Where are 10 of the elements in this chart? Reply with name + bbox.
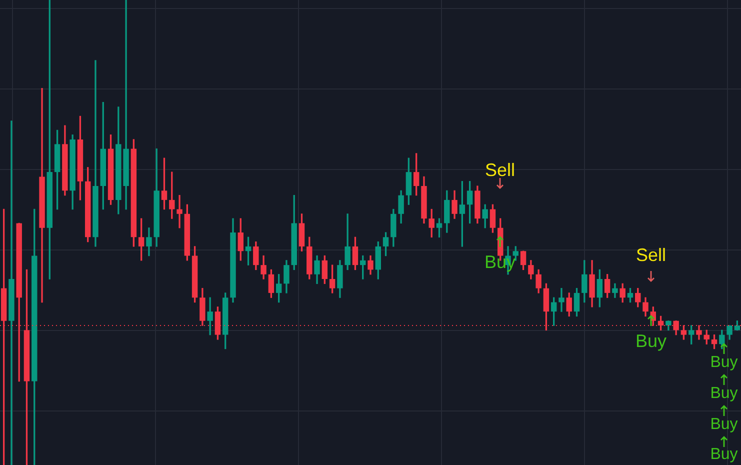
annotation: Buy (709, 446, 739, 463)
candlestick (176, 194, 182, 228)
annotation: Buy (709, 416, 739, 433)
candlestick (39, 88, 45, 303)
annotation: Sell (484, 160, 516, 180)
annotation: Buy (709, 354, 739, 371)
annotation: Sell (634, 245, 667, 265)
annotation: Buy (709, 385, 739, 402)
annotation: Buy (634, 331, 668, 351)
candlestick (558, 288, 564, 312)
